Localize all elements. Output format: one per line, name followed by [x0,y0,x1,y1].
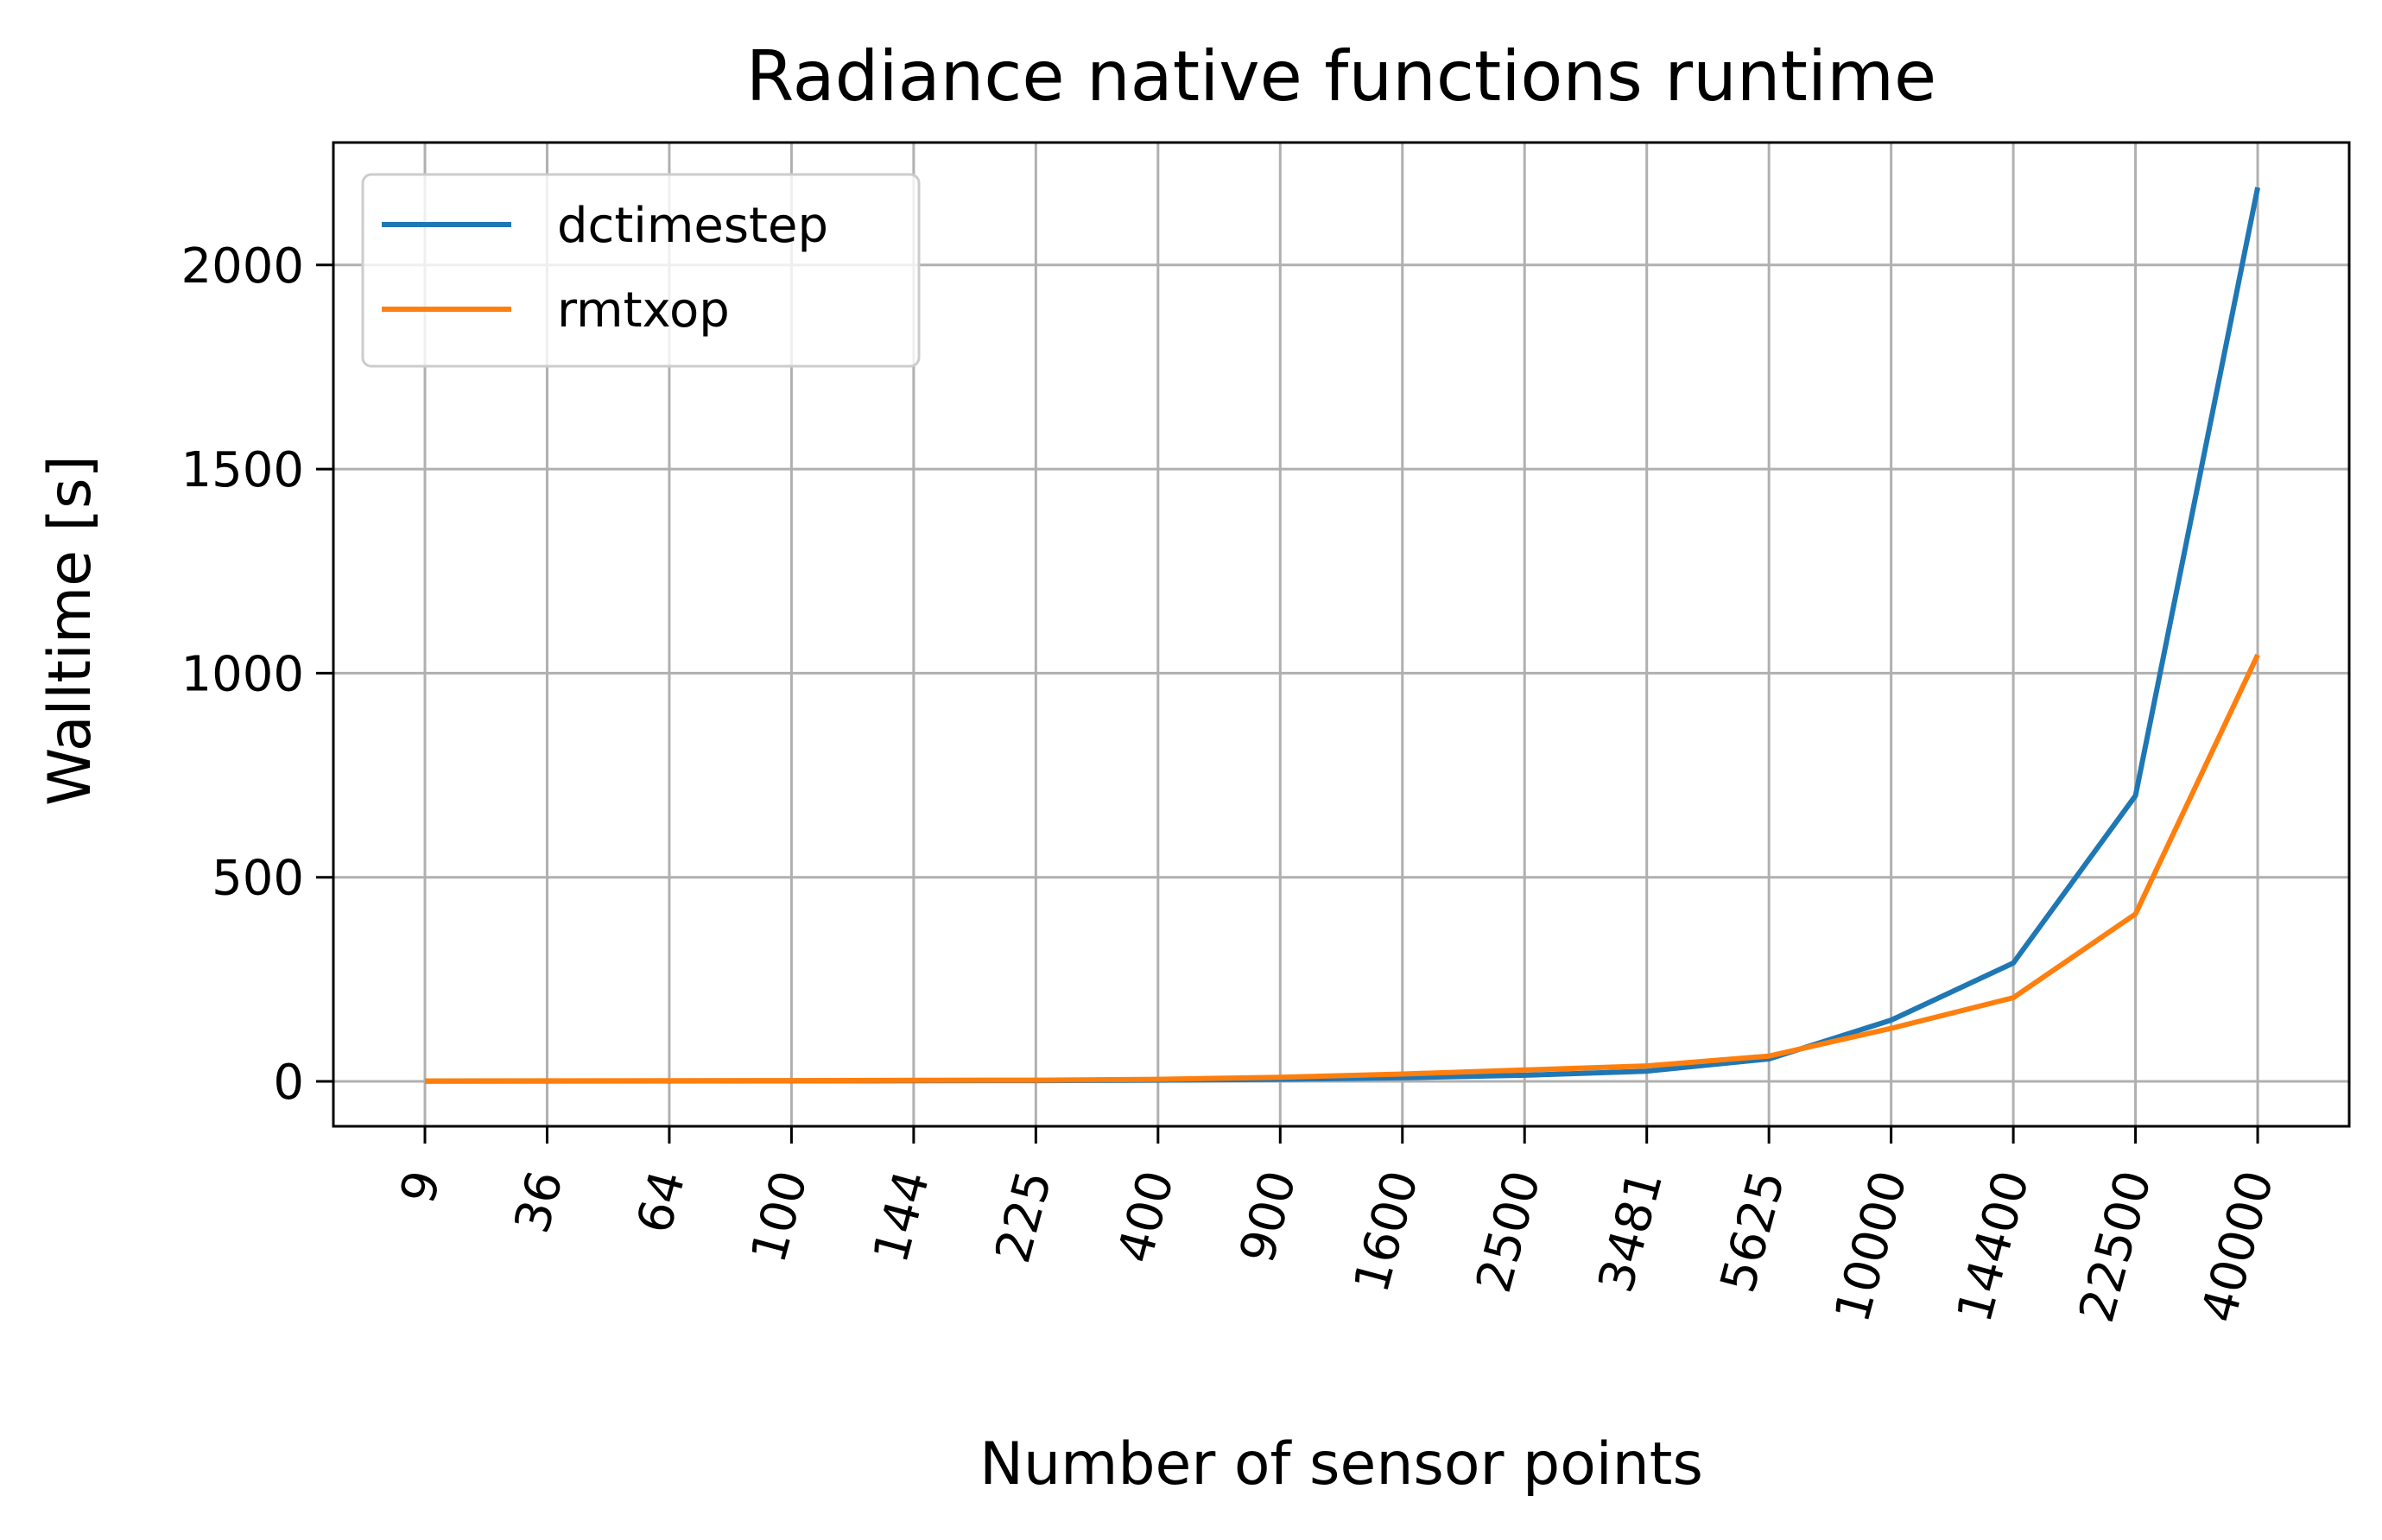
y-tick-label: 0 [273,1055,304,1111]
legend-label-dctimestep: dctimestep [557,198,828,254]
y-tick-label: 2000 [181,238,304,295]
series-line-rmtxop [424,653,2260,1084]
legend: dctimestep rmtxop [361,173,921,368]
y-axis-label: Walltime [s] [36,455,105,806]
chart-title: Radiance native functions runtime [746,36,1936,117]
legend-label-rmtxop: rmtxop [557,282,730,339]
y-tick-label: 1000 [181,646,304,702]
x-axis-label: Number of sensor points [979,1430,1703,1499]
plot-frame [332,141,2351,1128]
series-layer [424,187,2261,1084]
y-tick-label: 1500 [181,442,304,498]
y-tick-label: 500 [212,851,304,907]
